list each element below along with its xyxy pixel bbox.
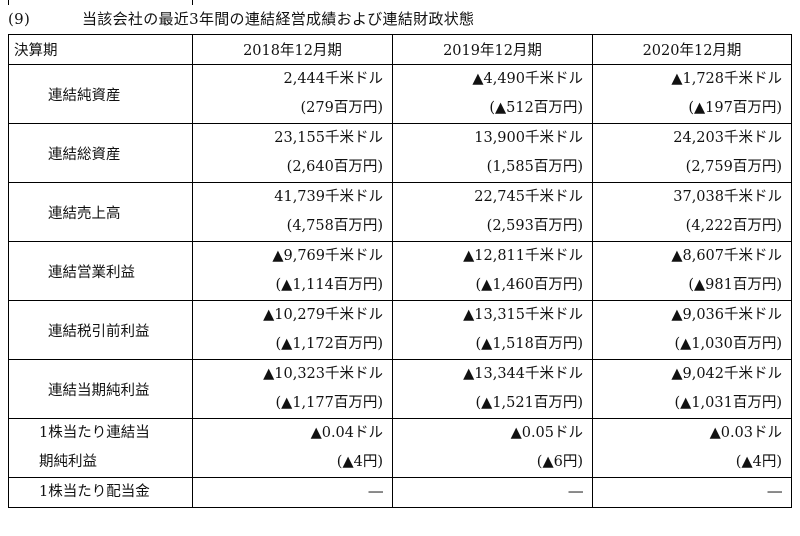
value-cell: ▲10,323千米ドル (▲1,177百万円) [192,359,393,419]
value-jpy: (4,222百万円) [685,218,782,234]
value-jpy: (▲1,172百万円) [275,336,383,352]
value-cell: ▲0.04ドル (▲4円) [192,418,393,478]
table-row: 連結営業利益 ▲9,769千米ドル (▲1,114百万円) ▲12,811千米ドル… [8,241,792,301]
value-usd: ▲9,769千米ドル [272,248,383,264]
table-row: 連結売上高 41,739千米ドル (4,758百万円) 22,745千米ドル (2,… [8,182,792,242]
value-cell: 41,739千米ドル (4,758百万円) [192,182,393,242]
row-label-total-assets: 連結総資産 [8,123,193,183]
value-cell: ▲13,315千米ドル (▲1,518百万円) [392,300,593,360]
value-cell: 13,900千米ドル (1,585百万円) [392,123,593,183]
table-row: 連結純資産 2,444千米ドル (279百万円) ▲4,490千米ドル (▲512百… [8,64,792,124]
value-jpy: (▲1,460百万円) [475,277,583,293]
value-cell: ▲12,811千米ドル (▲1,460百万円) [392,241,593,301]
top-border-stub-left [8,0,9,5]
value-jpy: (▲1,114百万円) [275,277,383,293]
value-cell: ― [392,477,593,508]
value-cell: ▲9,042千米ドル (▲1,031百万円) [592,359,792,419]
value-cell: ▲1,728千米ドル (▲197百万円) [592,64,792,124]
value-usd: ▲9,036千米ドル [671,307,782,323]
row-label-net-income: 連結当期純利益 [8,359,193,419]
header-label: 決算期 [8,34,193,65]
value-jpy: (2,759百万円) [685,159,782,175]
table-row: 1株当たり連結当 期純利益 ▲0.04ドル (▲4円) ▲0.05ドル (▲6円) ▲… [8,418,792,478]
value-cell: 24,203千米ドル (2,759百万円) [592,123,792,183]
value-jpy: (▲4円) [336,454,383,470]
value-cell: ▲13,344千米ドル (▲1,521百万円) [392,359,593,419]
value-jpy: (▲6円) [536,454,583,470]
row-label-line2: 期純利益 [39,454,97,470]
table-row: 連結当期純利益 ▲10,323千米ドル (▲1,177百万円) ▲13,344千米… [8,359,792,419]
value-jpy: (▲1,030百万円) [674,336,782,352]
value-usd: ▲4,490千米ドル [472,71,583,87]
value-usd: ▲0.03ドル [709,425,782,441]
header-row: 決算期 2018年12月期 2019年12月期 2020年12月期 [8,34,792,65]
header-period-2019: 2019年12月期 [392,34,593,65]
value-jpy: (1,585百万円) [486,159,583,175]
value-jpy: (▲512百万円) [489,100,583,116]
value-usd: 13,900千米ドル [474,130,583,146]
value-usd: 22,745千米ドル [474,189,583,205]
value-usd: ▲9,042千米ドル [671,366,782,382]
value-jpy: (2,640百万円) [286,159,383,175]
value-usd: ▲13,344千米ドル [463,366,583,382]
value-usd: 41,739千米ドル [274,189,383,205]
section-number: (9) [8,10,31,28]
header-period-2018: 2018年12月期 [192,34,393,65]
value-jpy: (▲1,031百万円) [674,395,782,411]
row-label-dividend: 1株当たり配当金 [8,477,193,508]
row-label-line1: 1株当たり連結当 [39,425,150,441]
value-cell: ― [192,477,393,508]
value-cell: 23,155千米ドル (2,640百万円) [192,123,393,183]
value-cell: ▲9,036千米ドル (▲1,030百万円) [592,300,792,360]
value-jpy: (▲1,518百万円) [475,336,583,352]
value-usd: ▲12,811千米ドル [463,248,583,264]
value-usd: ▲0.04ドル [310,425,383,441]
value-usd: ▲8,607千米ドル [671,248,782,264]
value-usd: 23,155千米ドル [274,130,383,146]
value-usd: ▲10,279千米ドル [263,307,383,323]
table-row: 連結税引前利益 ▲10,279千米ドル (▲1,172百万円) ▲13,315千米… [8,300,792,360]
value-jpy: (▲1,521百万円) [475,395,583,411]
top-border-stub-mid [192,0,193,5]
value-usd: 37,038千米ドル [673,189,782,205]
section-title: 当該会社の最近3年間の連結経営成績および連結財政状態 [82,10,475,28]
row-label-eps: 1株当たり連結当 期純利益 [8,418,193,478]
value-usd: 2,444千米ドル [283,71,383,87]
header-period-2020: 2020年12月期 [592,34,792,65]
value-cell: 22,745千米ドル (2,593百万円) [392,182,593,242]
row-label-pretax-income: 連結税引前利益 [8,300,193,360]
value-cell: ▲0.03ドル (▲4円) [592,418,792,478]
section-heading: (9) 当該会社の最近3年間の連結経営成績および連結財政状態 [8,8,788,30]
row-label-operating-income: 連結営業利益 [8,241,193,301]
value-jpy: (2,593百万円) [486,218,583,234]
value-cell: ― [592,477,792,508]
value-usd: ▲10,323千米ドル [263,366,383,382]
value-cell: ▲0.05ドル (▲6円) [392,418,593,478]
value-usd: ▲1,728千米ドル [671,71,782,87]
value-jpy: (4,758百万円) [286,218,383,234]
value-cell: ▲10,279千米ドル (▲1,172百万円) [192,300,393,360]
value-jpy: (279百万円) [300,100,384,116]
value-usd: ▲13,315千米ドル [463,307,583,323]
table-row: 連結総資産 23,155千米ドル (2,640百万円) 13,900千米ドル (1,… [8,123,792,183]
value-cell: ▲9,769千米ドル (▲1,114百万円) [192,241,393,301]
financial-table: 決算期 2018年12月期 2019年12月期 2020年12月期 連結純資産 … [8,34,792,508]
value-cell: 2,444千米ドル (279百万円) [192,64,393,124]
value-cell: ▲4,490千米ドル (▲512百万円) [392,64,593,124]
value-jpy: (▲197百万円) [688,100,782,116]
row-label-net-assets: 連結純資産 [8,64,193,124]
value-usd: 24,203千米ドル [673,130,782,146]
value-cell: ▲8,607千米ドル (▲981百万円) [592,241,792,301]
table-row: 1株当たり配当金 ― ― ― [8,477,792,508]
value-usd: ▲0.05ドル [510,425,583,441]
value-cell: 37,038千米ドル (4,222百万円) [592,182,792,242]
row-label-net-sales: 連結売上高 [8,182,193,242]
value-jpy: (▲981百万円) [688,277,782,293]
value-jpy: (▲1,177百万円) [275,395,383,411]
value-jpy: (▲4円) [735,454,782,470]
